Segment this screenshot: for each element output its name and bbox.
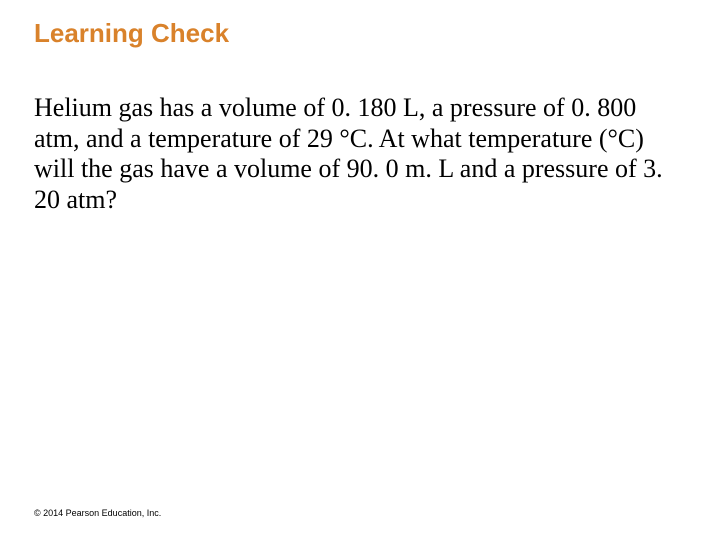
copyright-notice: © 2014 Pearson Education, Inc. bbox=[34, 508, 161, 518]
problem-statement: Helium gas has a volume of 0. 180 L, a p… bbox=[34, 93, 686, 216]
slide-container: Learning Check Helium gas has a volume o… bbox=[0, 0, 720, 540]
slide-title: Learning Check bbox=[34, 18, 686, 49]
